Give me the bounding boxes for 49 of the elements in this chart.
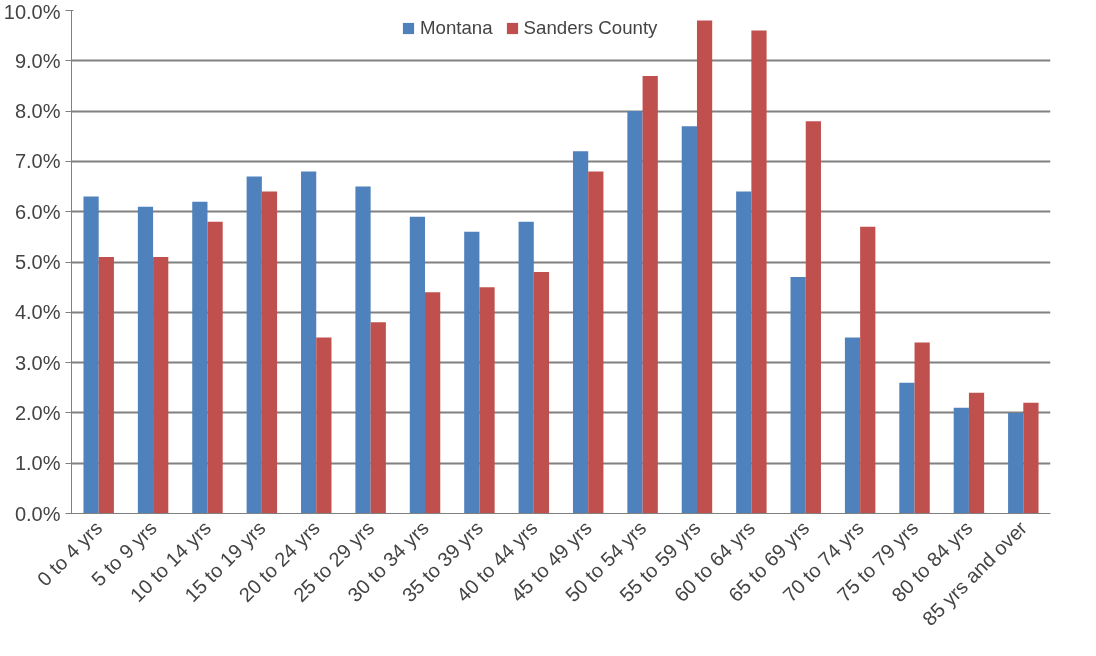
bar (425, 292, 441, 514)
bar (968, 392, 985, 514)
legend-label: Sanders County (523, 17, 658, 39)
y-tick-label: 4.0% (14, 301, 61, 324)
bar (751, 30, 767, 514)
y-tick-label: 5.0% (14, 251, 61, 273)
legend-label: Montana (420, 17, 493, 39)
y-tick-label: 3.0% (14, 351, 61, 374)
bar (627, 111, 643, 514)
bar (301, 171, 317, 514)
bar (207, 221, 223, 514)
bar (137, 206, 154, 514)
y-tick-label: 0.0% (14, 502, 61, 525)
bar (899, 382, 915, 514)
bar (588, 171, 604, 514)
bar (261, 191, 278, 514)
bar (518, 221, 534, 514)
y-tick-label: 6.0% (14, 200, 61, 223)
bar (790, 277, 806, 514)
bar (914, 342, 930, 514)
y-tick-label: 8.0% (14, 100, 61, 123)
bar (479, 287, 495, 514)
y-tick-label: 9.0% (14, 49, 61, 72)
bar (696, 20, 713, 514)
bar (464, 231, 480, 514)
y-tick-label: 7.0% (14, 150, 61, 173)
bar (83, 196, 99, 514)
bar (805, 121, 821, 514)
bar (860, 226, 876, 514)
bar (98, 256, 114, 514)
bar (409, 216, 426, 514)
bar (1023, 402, 1039, 514)
bar (681, 126, 697, 514)
bar (533, 272, 550, 514)
bar (1008, 412, 1024, 514)
bar (953, 407, 969, 514)
y-tick-label: 2.0% (14, 401, 61, 424)
bar (642, 75, 658, 514)
bar (844, 337, 861, 514)
bar (316, 337, 332, 514)
y-tick-label: 1.0% (14, 452, 61, 475)
bar (153, 256, 169, 514)
bar (246, 176, 262, 514)
bar (192, 201, 208, 514)
bar (572, 151, 589, 514)
bar (370, 322, 386, 514)
y-tick-label: 10.0% (3, 0, 61, 23)
bar (355, 186, 371, 514)
bar (736, 191, 752, 514)
